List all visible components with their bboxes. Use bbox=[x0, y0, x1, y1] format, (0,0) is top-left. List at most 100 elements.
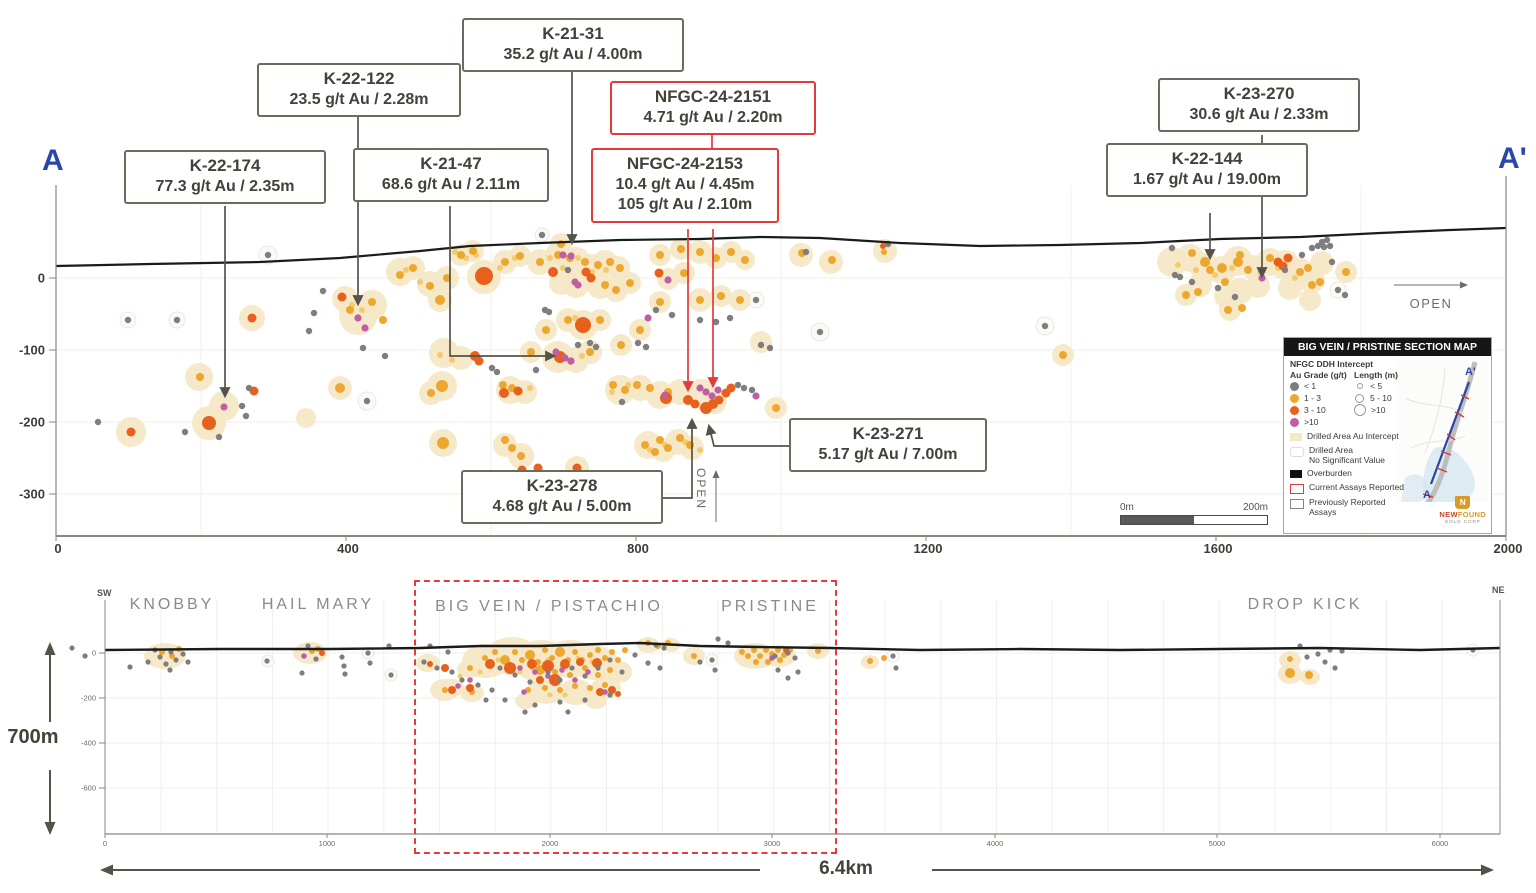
section-start-label: A bbox=[42, 144, 64, 177]
points-layer-m bbox=[220, 251, 1266, 411]
svg-text:-200: -200 bbox=[81, 694, 96, 703]
callout-k-23-271: K-23-271 5.17 g/t Au / 7.00m bbox=[789, 418, 987, 473]
horizontal-scale-label: 6.4km bbox=[819, 858, 873, 879]
svg-text:5000: 5000 bbox=[1209, 839, 1226, 848]
panel-section_detail: 0 400 800 1200 1600 2000 0 -100 -200 -300 bbox=[19, 176, 1522, 556]
callout-nfgc-24-2151: NFGC-24-2151 4.71 g/t Au / 2.20m bbox=[610, 81, 816, 136]
points-layer-p bbox=[349, 249, 1298, 453]
callout-title: K-22-122 bbox=[323, 69, 395, 88]
callout-k-22-122: K-22-122 23.5 g/t Au / 2.28m bbox=[257, 63, 461, 118]
axis-frame bbox=[104, 600, 1501, 835]
previous-assays-icon bbox=[1290, 499, 1304, 510]
leader-k-21-47 bbox=[449, 206, 557, 362]
callout-title: K-23-278 bbox=[526, 476, 598, 495]
tick-labels: 0 400 800 1200 1600 2000 0 -100 -200 -300 bbox=[19, 271, 1522, 557]
callout-value: 30.6 g/t Au / 2.33m bbox=[1189, 105, 1329, 123]
svg-text:1600: 1600 bbox=[1204, 541, 1233, 556]
callout-k-21-47: K-21-47 68.6 g/t Au / 2.11m bbox=[353, 148, 549, 203]
inset-map: A' A bbox=[1395, 358, 1489, 502]
zone-label-pristine: PRISTINE bbox=[721, 598, 819, 615]
callout-value: 77.3 g/t Au / 2.35m bbox=[155, 177, 295, 195]
callout-value: 23.5 g/t Au / 2.28m bbox=[289, 90, 429, 108]
legend-length-header: Length (m) bbox=[1354, 370, 1398, 380]
callout-value: 5.17 g/t Au / 7.00m bbox=[818, 445, 958, 463]
callout-value: 4.68 g/t Au / 5.00m bbox=[492, 497, 632, 515]
svg-text:2000: 2000 bbox=[1494, 541, 1523, 556]
points-layer-g bbox=[94, 231, 1349, 441]
svg-text:-400: -400 bbox=[81, 739, 96, 748]
svg-text:1200: 1200 bbox=[914, 541, 943, 556]
callout-title: K-21-47 bbox=[420, 154, 482, 173]
leader-lines bbox=[219, 69, 1268, 499]
svg-text:800: 800 bbox=[627, 541, 649, 556]
grid-layer bbox=[105, 600, 1500, 834]
callout-title: K-23-271 bbox=[852, 424, 924, 443]
callout-k-21-31: K-21-31 35.2 g/t Au / 4.00m bbox=[462, 18, 684, 73]
legend-items: NFGC DDH Intercept Au Grade (g/t) Length… bbox=[1290, 359, 1416, 518]
svg-text:3000: 3000 bbox=[764, 839, 781, 848]
length-gt10-icon bbox=[1354, 404, 1366, 416]
zone-label-hail-mary: HAIL MARY bbox=[261, 596, 375, 613]
svg-text:-300: -300 bbox=[19, 487, 45, 502]
callout-value: 68.6 g/t Au / 2.11m bbox=[381, 175, 521, 193]
legend-subtitle: NFGC DDH Intercept bbox=[1290, 359, 1374, 369]
newfound-gold-logo: N NEWFOUND GOLD CORP bbox=[1439, 496, 1486, 524]
legend-grade-header: Au Grade (g/t) bbox=[1290, 370, 1347, 380]
zone-label-drop-kick: DROP KICK bbox=[1247, 596, 1363, 613]
svg-text:0: 0 bbox=[92, 649, 96, 658]
leader-k-23-278 bbox=[663, 417, 698, 499]
callout-value: 4.71 g/t Au / 2.20m bbox=[643, 108, 783, 126]
svg-text:0: 0 bbox=[38, 271, 45, 286]
callout-value: 105 g/t Au / 2.10m bbox=[617, 196, 753, 214]
surface-overburden-line bbox=[55, 226, 1507, 268]
leader-k-23-271 bbox=[705, 423, 789, 447]
drilled-area-halo-layer bbox=[116, 233, 1357, 480]
callout-title: NFGC-24-2151 bbox=[654, 87, 772, 106]
inset-a-prime-label: A' bbox=[1465, 366, 1476, 378]
callout-k-22-174: K-22-174 77.3 g/t Au / 2.35m bbox=[124, 150, 326, 205]
callout-k-23-270: K-23-270 30.6 g/t Au / 2.33m bbox=[1158, 78, 1360, 133]
callout-title: K-22-144 bbox=[1171, 149, 1243, 168]
drilled-area-intercept-icon bbox=[1290, 433, 1302, 441]
open-annotation-right: OPEN bbox=[1392, 277, 1470, 311]
scale-bar-max: 200m bbox=[1242, 502, 1268, 513]
svg-text:400: 400 bbox=[337, 541, 359, 556]
ne-direction-label: NE bbox=[1492, 585, 1505, 595]
grade-1-3-icon bbox=[1290, 393, 1299, 403]
section-extent-box bbox=[414, 580, 837, 854]
svg-text:0: 0 bbox=[54, 541, 61, 556]
surface-overburden-line bbox=[104, 641, 1501, 652]
callout-title: K-23-270 bbox=[1223, 84, 1295, 103]
section-end-label: A' bbox=[1498, 142, 1527, 175]
scale-bar: 0m 200m bbox=[1120, 502, 1268, 525]
vertical-scale-arrow-icon bbox=[44, 642, 56, 835]
svg-text:-100: -100 bbox=[19, 343, 45, 358]
current-assays-icon bbox=[1290, 484, 1304, 495]
grade-3-10-icon bbox=[1290, 405, 1299, 415]
svg-text:-200: -200 bbox=[19, 415, 45, 430]
drilled-area-nsv-icon bbox=[1290, 446, 1304, 457]
callout-value: 1.67 g/t Au / 19.00m bbox=[1133, 170, 1281, 188]
svg-text:6000: 6000 bbox=[1432, 839, 1449, 848]
logo-shield-icon: N bbox=[1455, 496, 1471, 509]
callout-title: NFGC-24-2153 bbox=[626, 154, 744, 173]
scale-bar-min: 0m bbox=[1120, 502, 1134, 513]
open-up-arrow-icon bbox=[712, 470, 720, 522]
grade-gt10-icon bbox=[1290, 417, 1299, 427]
legend-panel: BIG VEIN / PRISTINE SECTION MAP A' A NFG… bbox=[1283, 337, 1492, 534]
tick-labels: 0 1000 2000 3000 4000 5000 6000 0 -200 -400 -600 bbox=[81, 649, 1448, 849]
callout-title: K-21-31 bbox=[542, 24, 604, 43]
callout-value: 35.2 g/t Au / 4.00m bbox=[503, 45, 643, 63]
grade-lt1-icon bbox=[1290, 381, 1299, 391]
length-5-10-icon bbox=[1355, 393, 1364, 403]
points-layer-o bbox=[319, 647, 789, 697]
zone-label-big-vein-pistachio: BIG VEIN / PISTACHIO bbox=[435, 598, 663, 615]
points-layer-y bbox=[196, 240, 1350, 460]
svg-text:-600: -600 bbox=[81, 784, 96, 793]
svg-text:2000: 2000 bbox=[542, 839, 559, 848]
zone-label-knobby: KNOBBY bbox=[129, 596, 215, 613]
callout-nfgc-24-2153: NFGC-24-2153 10.4 g/t Au / 4.45m 105 g/t A… bbox=[591, 148, 779, 223]
open-right-arrow-icon bbox=[1394, 281, 1468, 289]
scale-bar-graphic bbox=[1120, 515, 1268, 525]
